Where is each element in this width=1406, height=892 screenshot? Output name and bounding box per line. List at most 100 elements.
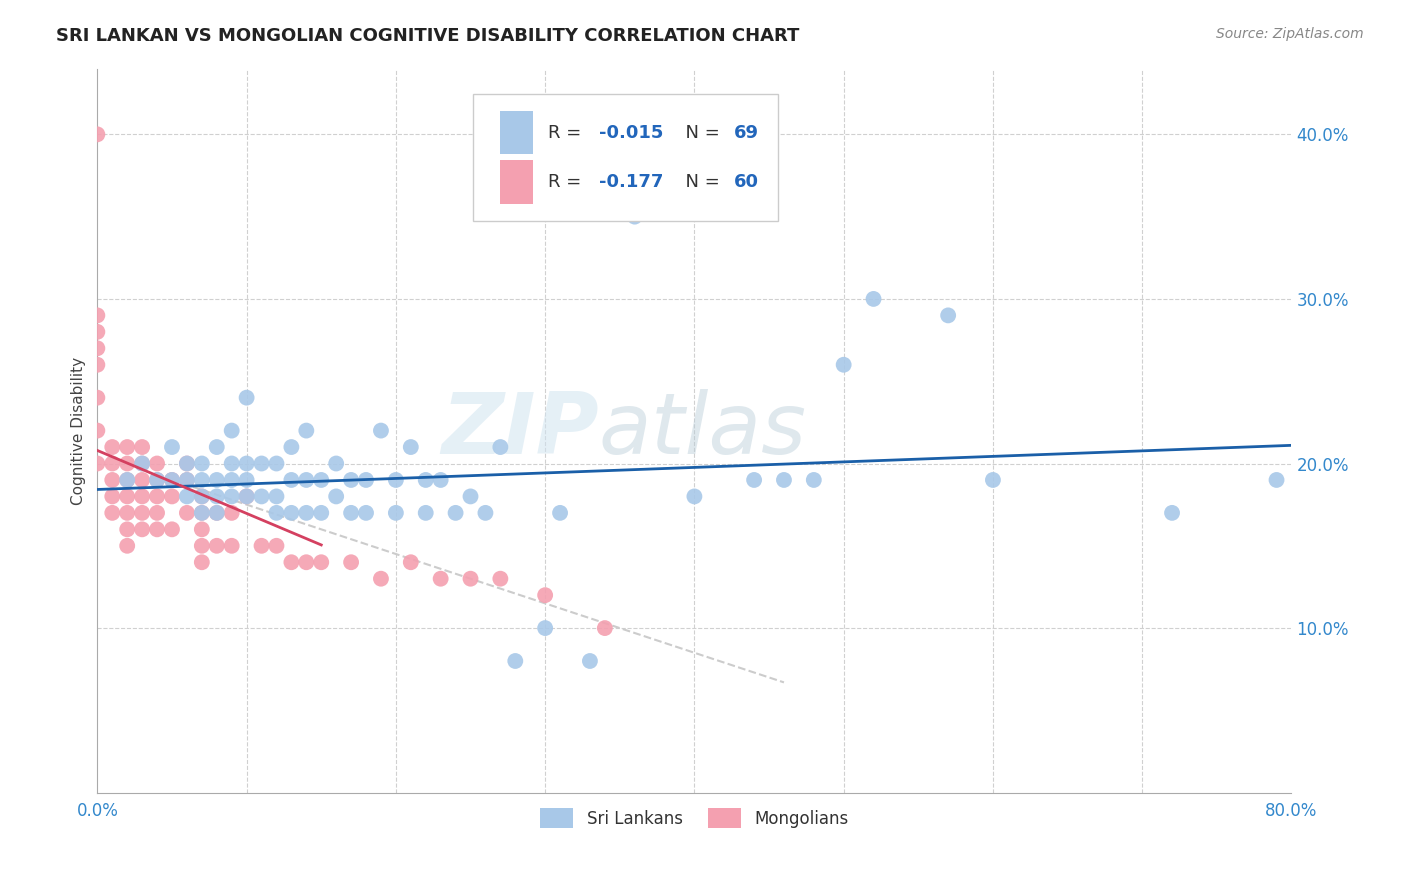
Text: ZIP: ZIP	[441, 389, 599, 472]
Point	[534, 588, 557, 602]
Point	[101, 457, 124, 471]
Point	[205, 539, 228, 553]
Point	[579, 654, 602, 668]
Point	[250, 457, 273, 471]
Point	[176, 473, 198, 487]
Text: 69: 69	[734, 123, 759, 142]
Point	[86, 325, 108, 339]
Point	[370, 424, 392, 438]
Point	[160, 490, 183, 504]
Point	[221, 506, 243, 520]
Point	[623, 210, 645, 224]
Point	[340, 473, 363, 487]
Text: -0.177: -0.177	[599, 173, 664, 191]
Point	[131, 473, 153, 487]
Point	[131, 440, 153, 454]
Point	[325, 490, 347, 504]
Point	[86, 391, 108, 405]
Point	[86, 309, 108, 323]
Point	[280, 555, 302, 569]
Point	[191, 522, 214, 536]
Point	[280, 473, 302, 487]
Point	[250, 490, 273, 504]
Point	[235, 473, 257, 487]
Point	[131, 506, 153, 520]
Point	[191, 555, 214, 569]
Point	[399, 555, 422, 569]
Point	[981, 473, 1004, 487]
Point	[191, 473, 214, 487]
Point	[295, 506, 318, 520]
Point	[176, 457, 198, 471]
Point	[235, 391, 257, 405]
Point	[115, 506, 138, 520]
Point	[115, 490, 138, 504]
Point	[146, 457, 169, 471]
Point	[86, 128, 108, 142]
Point	[131, 457, 153, 471]
Point	[131, 522, 153, 536]
Point	[221, 473, 243, 487]
Point	[295, 424, 318, 438]
Point	[489, 440, 512, 454]
Point	[370, 572, 392, 586]
Point	[385, 473, 408, 487]
Point	[266, 506, 288, 520]
Point	[548, 506, 571, 520]
Point	[385, 506, 408, 520]
Text: R =: R =	[547, 123, 586, 142]
Point	[191, 490, 214, 504]
Point	[1161, 506, 1184, 520]
Point	[146, 473, 169, 487]
Point	[742, 473, 765, 487]
Point	[266, 490, 288, 504]
Point	[295, 555, 318, 569]
Point	[115, 522, 138, 536]
Point	[191, 457, 214, 471]
Text: -0.015: -0.015	[599, 123, 664, 142]
Point	[115, 539, 138, 553]
Point	[309, 473, 332, 487]
Point	[191, 506, 214, 520]
Point	[235, 457, 257, 471]
Point	[101, 490, 124, 504]
Point	[176, 457, 198, 471]
Point	[773, 473, 796, 487]
Point	[86, 341, 108, 355]
Point	[101, 473, 124, 487]
Point	[191, 506, 214, 520]
Point	[205, 506, 228, 520]
Text: N =: N =	[673, 173, 725, 191]
Point	[429, 473, 451, 487]
Point	[86, 424, 108, 438]
Point	[309, 506, 332, 520]
Text: N =: N =	[673, 123, 725, 142]
Point	[325, 457, 347, 471]
Point	[176, 506, 198, 520]
Point	[354, 473, 377, 487]
Point	[1265, 473, 1288, 487]
Point	[115, 457, 138, 471]
Point	[146, 506, 169, 520]
Point	[683, 490, 706, 504]
Point	[280, 440, 302, 454]
Point	[101, 506, 124, 520]
Text: R =: R =	[547, 173, 586, 191]
Point	[399, 440, 422, 454]
Point	[415, 506, 437, 520]
Point	[86, 358, 108, 372]
Point	[354, 506, 377, 520]
Point	[101, 440, 124, 454]
Point	[474, 506, 496, 520]
Point	[86, 457, 108, 471]
Text: Source: ZipAtlas.com: Source: ZipAtlas.com	[1216, 27, 1364, 41]
FancyBboxPatch shape	[499, 161, 533, 203]
Point	[160, 440, 183, 454]
Point	[146, 522, 169, 536]
Point	[191, 539, 214, 553]
Point	[340, 506, 363, 520]
Point	[205, 473, 228, 487]
Point	[295, 473, 318, 487]
Y-axis label: Cognitive Disability: Cognitive Disability	[72, 357, 86, 505]
Point	[235, 490, 257, 504]
